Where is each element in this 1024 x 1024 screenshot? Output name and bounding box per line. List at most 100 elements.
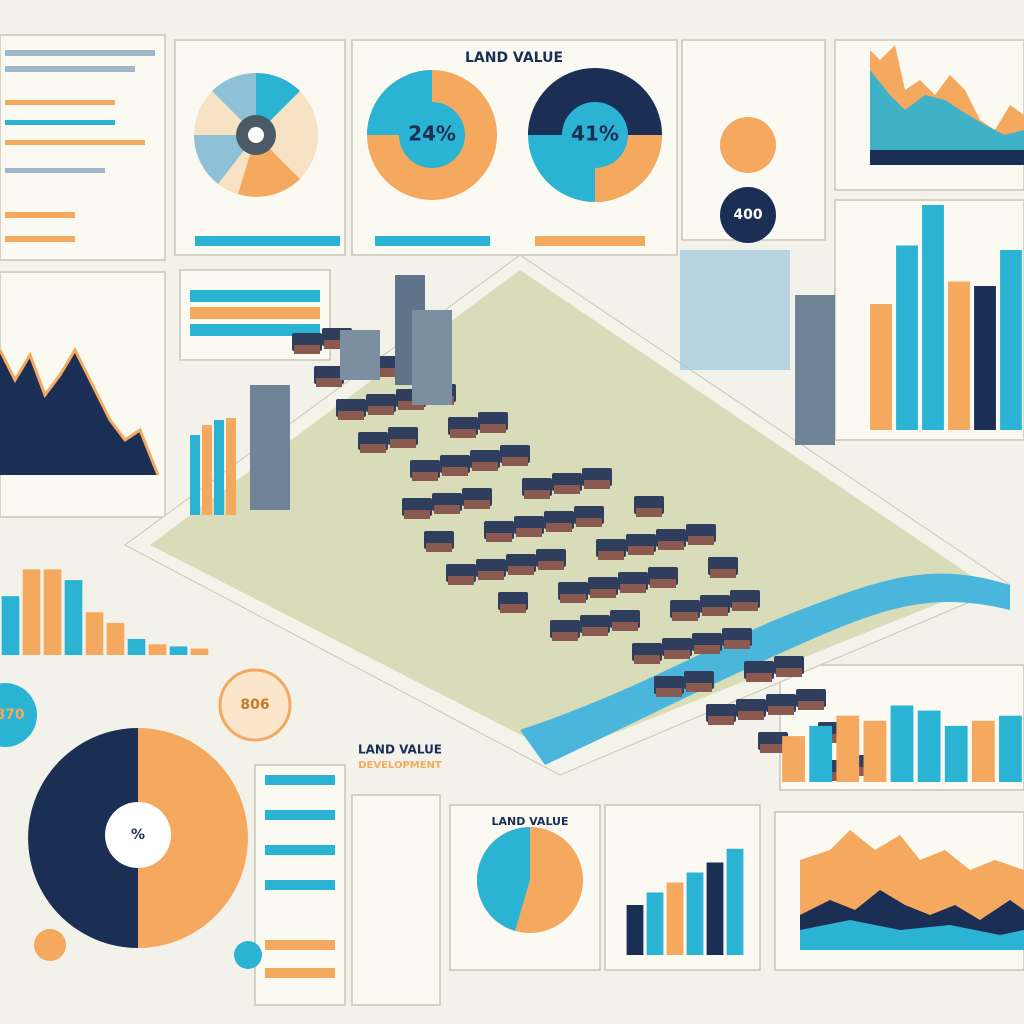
house-wall (480, 424, 506, 433)
donut-slice (528, 68, 662, 135)
circle (720, 117, 776, 173)
placeholder-line (265, 810, 335, 820)
house-wall (524, 490, 550, 499)
house-wall (620, 584, 646, 593)
house-wall (724, 640, 750, 649)
placeholder-line (265, 775, 335, 785)
bar (809, 725, 833, 782)
house-wall (664, 650, 690, 659)
circle-label: 400 (733, 207, 762, 223)
house-wall (368, 406, 394, 415)
placeholder-line (265, 880, 335, 890)
placeholder-line (5, 168, 105, 173)
house-wall (598, 551, 624, 560)
house-wall (486, 533, 512, 542)
placeholder-line (5, 212, 75, 218)
area-base (870, 150, 1024, 165)
bar (971, 720, 995, 782)
panel-title: LAND VALUE (491, 815, 568, 828)
house-wall (442, 467, 468, 476)
house-wall (776, 668, 802, 677)
bar (127, 638, 146, 655)
bar (726, 848, 744, 955)
placeholder-line (5, 50, 155, 56)
house-wall (760, 744, 786, 753)
panel (0, 34, 166, 261)
bar (974, 286, 996, 430)
bar (190, 648, 209, 655)
donut-right: 41% (528, 68, 662, 202)
circle (234, 941, 262, 969)
house-wall (324, 340, 350, 349)
house-wall (360, 444, 386, 453)
house-wall (426, 543, 452, 552)
placeholder-line (5, 100, 115, 105)
house-wall (552, 632, 578, 641)
house-wall (434, 505, 460, 514)
house-wall (398, 401, 424, 410)
house-wall (294, 345, 320, 354)
area (870, 70, 1024, 165)
pie-slice (28, 728, 138, 948)
house-wall (688, 536, 714, 545)
placeholder-line (190, 324, 320, 336)
donut-hole (399, 102, 465, 168)
house-wall (554, 485, 580, 494)
section-subtitle: DEVELOPMENT (358, 760, 442, 771)
placeholder-line (265, 845, 335, 855)
donut-left: 24% (367, 70, 497, 200)
house-wall (708, 716, 734, 725)
bar (1000, 250, 1022, 430)
house-wall (702, 607, 728, 616)
placeholder-line (265, 940, 335, 950)
house-wall (658, 541, 684, 550)
circle (218, 668, 292, 742)
donut-hole (562, 102, 628, 168)
skyline (190, 435, 200, 515)
bar (64, 580, 83, 655)
house-wall (768, 706, 794, 715)
bar (686, 872, 704, 955)
house-wall (472, 462, 498, 471)
bar (999, 715, 1022, 782)
house-wall (508, 566, 534, 575)
placeholder-line (5, 140, 145, 145)
bar (948, 281, 970, 430)
house-wall (628, 546, 654, 555)
river (520, 573, 1010, 765)
panel-title: LAND VALUE (465, 50, 563, 66)
bar (896, 245, 918, 430)
placeholder-line (5, 66, 135, 72)
donut-label: 41% (571, 122, 619, 146)
bar (106, 622, 125, 655)
house-wall (500, 604, 526, 613)
house-wall (412, 472, 438, 481)
house-wall (450, 429, 476, 438)
map (124, 250, 1012, 781)
placeholder-line (5, 236, 75, 242)
pie-hub (248, 127, 264, 143)
house-wall (746, 673, 772, 682)
bar (782, 736, 805, 782)
house-wall (516, 528, 542, 537)
skyline (226, 418, 236, 515)
area (800, 920, 1024, 950)
house-wall (560, 594, 586, 603)
small-pie: LAND VALUE (476, 815, 583, 933)
house-wall (634, 655, 660, 664)
skyline (680, 250, 790, 370)
circle-label: 870 (0, 707, 25, 723)
house-wall (694, 645, 720, 654)
placeholder-line (535, 236, 645, 246)
bar (863, 720, 887, 782)
house-wall (376, 368, 402, 377)
house-wall (404, 510, 430, 519)
bar (646, 892, 664, 955)
house-wall (686, 683, 712, 692)
house-wall (478, 571, 504, 580)
bar (870, 304, 892, 430)
house-wall (612, 622, 638, 631)
house-wall (650, 579, 676, 588)
pie-hub (105, 802, 171, 868)
